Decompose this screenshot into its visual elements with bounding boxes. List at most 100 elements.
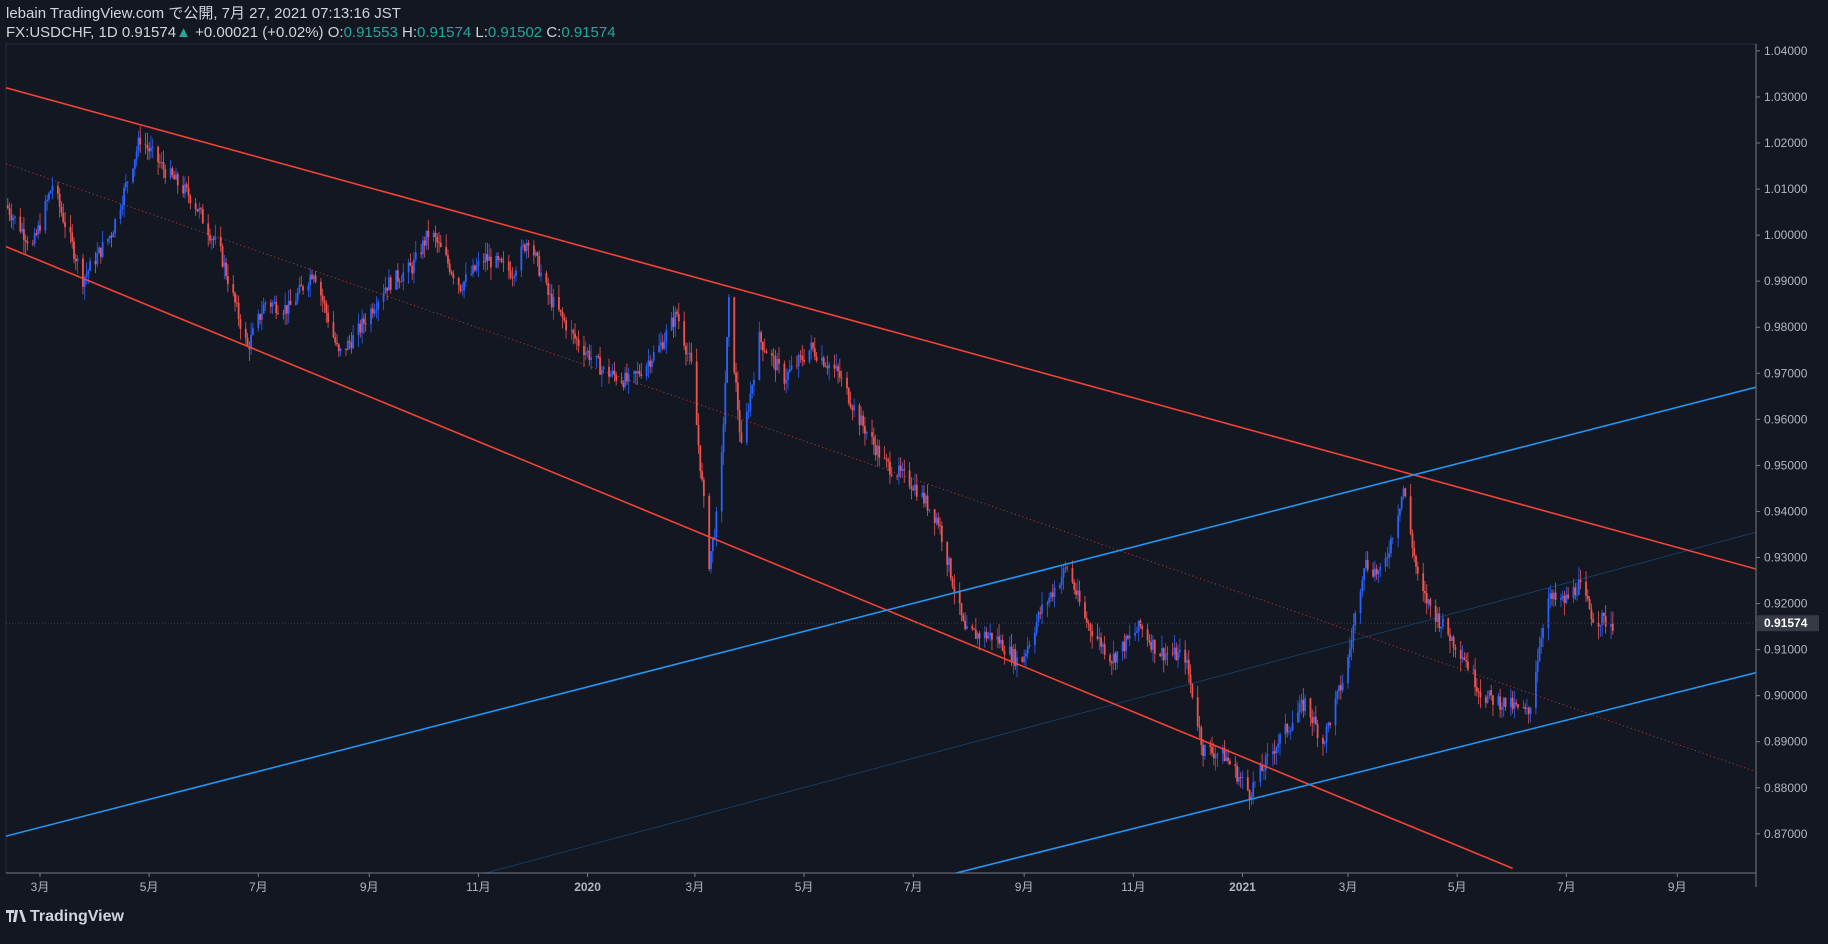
candle-body [252,328,254,335]
candle-body [400,281,403,283]
time-tick-label: 7月 [904,880,923,894]
candle-body [574,333,576,339]
candle-body [1479,691,1482,698]
candle-body [257,314,260,329]
candle-body [1552,592,1555,600]
candle-body [1239,776,1242,778]
candle-body [1148,640,1151,643]
candle-body [386,287,389,291]
candle-body [1547,598,1550,628]
candle-body [1291,722,1294,731]
candle-body [1134,632,1136,636]
candle-body [1164,653,1167,661]
candle-body [778,358,780,364]
current-price-label: 0.91574 [1764,616,1808,630]
candle-body [200,208,202,210]
candle-body [1178,649,1181,653]
candle-body [890,474,893,476]
candle-body [35,233,38,235]
candle-body [497,255,499,260]
ohlc-line: FX:USDCHF, 1D 0.91574▲ +0.00021 (+0.02%)… [6,23,616,42]
candle-body [71,232,74,242]
candle-body [536,252,539,256]
candle-body [1037,612,1040,622]
candle-body [357,323,360,336]
ascending-channel-upper-line [6,386,1756,837]
candle-body [21,229,24,232]
candle-body [1101,644,1104,647]
candle-body [133,159,136,169]
candle-body [1314,716,1317,725]
candle-body [787,371,789,380]
candle-body [599,357,601,375]
candle-body [874,444,877,456]
candle-body [1529,707,1532,714]
candle-body [1273,751,1276,754]
last-price: 0.91574 [121,24,177,41]
candle-body [799,355,802,357]
candle-body [323,300,326,304]
candle-body [260,313,263,320]
candle-body [312,275,315,280]
time-tick-label: 11月 [466,880,490,894]
candle-body [464,274,467,282]
candle-body [239,319,242,329]
candle-body [1384,557,1387,567]
candle-body [173,175,176,180]
candle-body [101,241,104,257]
candle-body [1266,754,1269,757]
candle-body [184,184,186,194]
candle-body [534,252,537,256]
candle-body [1372,569,1374,577]
candle-body [121,205,124,210]
candle-body [1078,590,1081,603]
candle-body [110,235,113,238]
candle-body [1397,515,1400,539]
candle-body [49,190,52,194]
candle-body [1203,744,1206,756]
candle-body [1135,631,1138,633]
candle-body [1577,579,1580,595]
candle-body [776,358,779,371]
candle-body [1026,646,1029,654]
time-tick-label: 5月 [795,880,814,894]
tradingview-logo[interactable]: TradingView [6,908,124,926]
candle-body [1459,649,1462,659]
candle-body [822,357,825,367]
candle-body [350,342,353,349]
candle-body [1579,579,1582,582]
candle-body [774,356,777,371]
candle-body [960,603,963,616]
candle-body [264,302,267,305]
candle-body [1100,637,1102,647]
candle-body [423,240,426,246]
price-tick-label: 1.03000 [1764,90,1808,104]
candle-body [1399,508,1401,516]
candle-body [1225,757,1228,762]
candle-body [1112,653,1115,664]
candle-body [1311,717,1314,724]
candle-body [60,206,63,214]
candle-body [763,350,766,352]
candle-body [651,360,653,367]
candle-body [1289,730,1292,732]
candle-body [1212,753,1215,759]
candle-body [1538,646,1541,662]
candle-body [1386,557,1389,559]
candle-body [683,321,686,346]
candle-body [813,348,816,357]
candle-body [1300,699,1303,704]
candle-body [124,182,127,188]
candle-body [803,360,805,362]
candle-body [320,282,322,296]
candle-body [33,233,36,244]
candle-body [626,372,628,382]
plot-frame [5,43,1757,874]
candle-body [336,342,338,345]
candle-body [702,479,705,496]
candle-body [1400,496,1403,509]
price-tick-label: 0.99000 [1764,274,1808,288]
candle-body [584,352,587,356]
